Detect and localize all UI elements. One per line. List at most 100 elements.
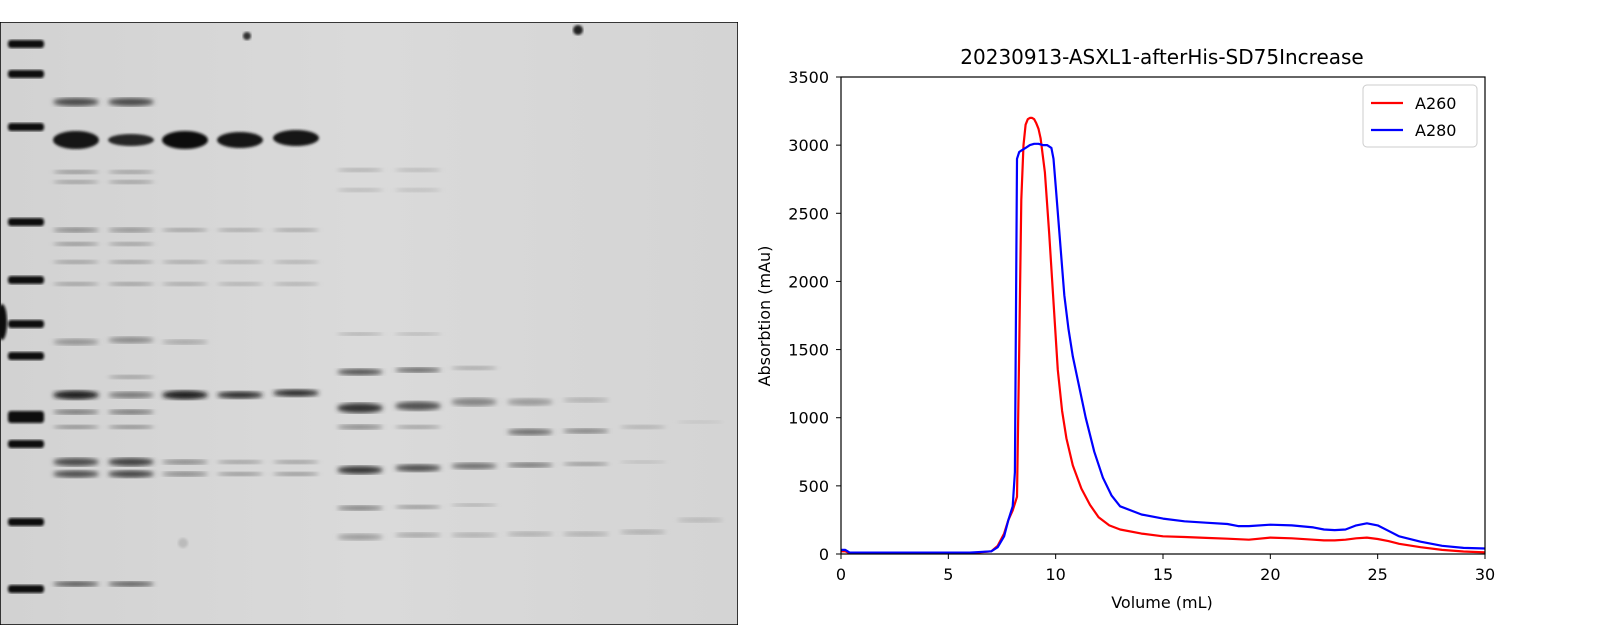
gel-band xyxy=(108,375,154,379)
y-axis-label: Absorbtion (mAu) xyxy=(755,246,774,387)
gel-band xyxy=(53,425,99,429)
gel-band xyxy=(337,168,383,172)
gel-band xyxy=(217,132,263,148)
ladder-band xyxy=(8,352,44,360)
y-tick-label: 0 xyxy=(819,545,829,564)
gel-band xyxy=(162,390,208,400)
gel-band xyxy=(108,470,154,478)
x-tick-label: 25 xyxy=(1367,565,1387,584)
ladder-band xyxy=(8,585,44,593)
gel-band xyxy=(53,170,99,174)
gel-band xyxy=(563,428,609,434)
gel-band xyxy=(273,282,319,286)
gel-band xyxy=(273,228,319,232)
gel-band xyxy=(108,170,154,174)
gel-band xyxy=(53,409,99,415)
gel-band xyxy=(507,462,553,468)
gel-band xyxy=(108,458,154,466)
gel-band xyxy=(53,390,99,400)
gel-band xyxy=(53,581,99,587)
gel-band xyxy=(677,517,723,523)
gel-band xyxy=(395,532,441,538)
gel-band xyxy=(677,420,723,424)
gel-band xyxy=(108,134,154,146)
ladder-band xyxy=(8,40,44,48)
gel-band xyxy=(53,98,99,106)
gel-band xyxy=(53,458,99,466)
y-tick-label: 500 xyxy=(798,477,829,496)
x-axis-label: Volume (mL) xyxy=(1111,593,1213,612)
gel-band xyxy=(395,425,441,429)
gel-band xyxy=(108,227,154,233)
gel-band xyxy=(108,392,154,398)
gel-band xyxy=(273,460,319,464)
gel-band xyxy=(563,462,609,466)
gel-band xyxy=(395,168,441,172)
gel-band xyxy=(451,463,497,469)
y-tick-label: 3000 xyxy=(788,136,829,155)
gel-band xyxy=(395,188,441,192)
gel-band xyxy=(108,409,154,415)
gel-image-drawing xyxy=(0,22,738,625)
ladder-band xyxy=(8,70,44,78)
gel-band xyxy=(217,260,263,264)
x-tick-label: 0 xyxy=(836,565,846,584)
gel-band xyxy=(337,534,383,540)
gel-band xyxy=(108,98,154,106)
legend-box xyxy=(1362,84,1478,148)
gel-band xyxy=(395,401,441,411)
gel-band xyxy=(108,425,154,429)
ladder-band xyxy=(8,320,44,328)
legend-label-a260: A260 xyxy=(1415,94,1456,113)
ladder-band xyxy=(8,218,44,226)
gel-band xyxy=(53,470,99,478)
y-tick-label: 3500 xyxy=(788,68,829,87)
gel-band xyxy=(620,425,666,429)
gel-band xyxy=(162,471,208,477)
gel-band xyxy=(395,332,441,336)
gel-band xyxy=(53,282,99,286)
gel-band xyxy=(217,282,263,286)
gel-edge-mark xyxy=(0,304,7,340)
chart-title: 20230913-ASXL1-afterHis-SD75Increase xyxy=(960,45,1363,69)
gel-band xyxy=(53,227,99,233)
ladder-band xyxy=(8,276,44,284)
chromatogram-chart: 20230913-ASXL1-afterHis-SD75Increase 0 5 1… xyxy=(740,0,1600,640)
legend: A260 A280 xyxy=(1362,84,1478,148)
gel-band xyxy=(507,531,553,537)
y-tick-label: 2500 xyxy=(788,204,829,223)
gel-band xyxy=(563,397,609,403)
gel-band xyxy=(162,228,208,232)
gel-band xyxy=(108,260,154,264)
plot-frame xyxy=(840,76,1486,555)
gel-speck xyxy=(243,32,251,40)
ladder-band xyxy=(8,518,44,526)
series-line-a260 xyxy=(841,116,1486,555)
gel-image xyxy=(0,22,738,625)
gel-band xyxy=(217,228,263,232)
gel-band xyxy=(395,367,441,373)
gel-band xyxy=(451,503,497,507)
gel-band xyxy=(162,339,208,345)
gel-band xyxy=(337,505,383,511)
series-line-a280 xyxy=(841,142,1486,554)
x-tick-label: 15 xyxy=(1153,565,1173,584)
gel-band xyxy=(395,505,441,509)
gel-band xyxy=(273,130,319,146)
gel-band xyxy=(53,260,99,264)
gel-band xyxy=(108,180,154,184)
gel-band xyxy=(337,424,383,430)
gel-band xyxy=(507,398,553,406)
gel-band xyxy=(53,131,99,149)
gel-band xyxy=(337,332,383,336)
gel-band xyxy=(337,188,383,192)
x-tick-label: 10 xyxy=(1045,565,1065,584)
gel-band xyxy=(217,460,263,464)
gel-band xyxy=(108,337,154,343)
gel-band xyxy=(337,466,383,474)
x-tick-label: 5 xyxy=(943,565,953,584)
y-tick-label: 1000 xyxy=(788,409,829,428)
gel-band xyxy=(451,532,497,538)
gel-band xyxy=(162,459,208,465)
gel-band xyxy=(162,131,208,149)
